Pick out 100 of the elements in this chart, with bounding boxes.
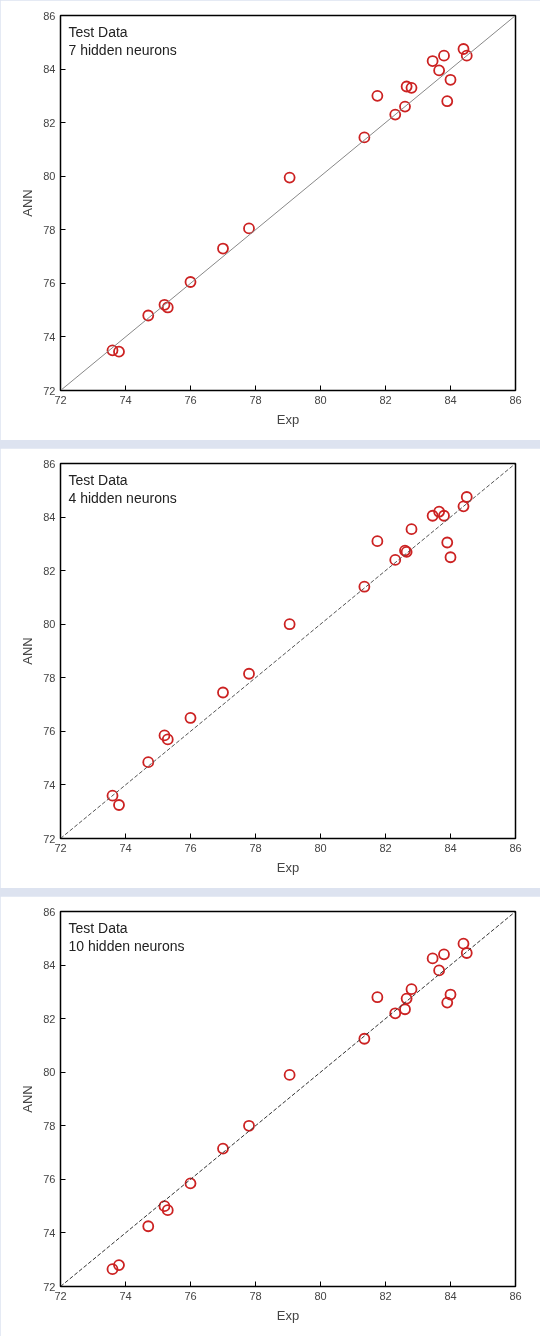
x-tick-label: 82 (379, 393, 392, 406)
y-tick-label: 72 (43, 384, 56, 397)
point (142, 1220, 155, 1233)
point (158, 1200, 171, 1213)
point (405, 983, 418, 996)
point (283, 1069, 296, 1081)
x-tick-label: 72 (54, 393, 67, 406)
point (184, 712, 197, 724)
point (243, 1119, 255, 1132)
y-tick-label: 82 (43, 116, 56, 129)
y-tick-label: 78 (43, 223, 56, 236)
x-tick-label: 74 (119, 841, 132, 854)
y-tick-label: 86 (43, 905, 56, 918)
point (460, 491, 473, 503)
point (142, 309, 155, 322)
point (426, 952, 439, 965)
y-tick-label: 84 (43, 959, 56, 972)
x-tick-label: 76 (184, 841, 197, 854)
point (371, 89, 384, 102)
annotation: 7 hidden neurons (68, 41, 177, 58)
point (217, 1142, 229, 1155)
point (441, 996, 454, 1009)
point (283, 171, 296, 184)
point (438, 948, 450, 961)
point (400, 80, 413, 93)
annotation: Test Data (68, 23, 128, 40)
x-tick-label: 76 (184, 1289, 197, 1302)
x-tick-label: 80 (314, 393, 327, 406)
annotation: 4 hidden neurons (68, 489, 177, 506)
y-axis-title: ANN (20, 637, 36, 665)
y-tick-label: 76 (43, 277, 56, 290)
point (399, 1003, 411, 1016)
y-tick-label: 86 (43, 9, 56, 22)
y-axis-title: ANN (20, 1085, 36, 1113)
y-tick-label: 76 (43, 725, 56, 738)
point (113, 1259, 125, 1271)
y-tick-label: 72 (43, 832, 56, 845)
point (433, 505, 446, 518)
y-tick-label: 74 (43, 1226, 56, 1239)
point (457, 937, 470, 950)
point (358, 1032, 371, 1045)
point (444, 551, 457, 564)
point (217, 686, 229, 699)
annotation: Test Data (68, 471, 128, 488)
point (161, 733, 174, 746)
point (142, 756, 155, 769)
point (457, 500, 470, 513)
point (184, 276, 197, 288)
x-tick-label: 80 (314, 1289, 327, 1302)
x-tick-label: 84 (444, 393, 457, 406)
point (460, 49, 473, 62)
point (389, 1007, 402, 1020)
point (389, 554, 402, 566)
x-tick-label: 84 (444, 1289, 457, 1302)
point (106, 1263, 119, 1275)
point (358, 131, 371, 144)
x-tick-label: 84 (444, 841, 457, 854)
point (371, 535, 384, 548)
x-tick-label: 72 (54, 841, 67, 854)
point (283, 618, 296, 631)
point (161, 1204, 174, 1217)
point (405, 81, 418, 94)
point (243, 222, 255, 235)
y-tick-label: 76 (43, 1173, 56, 1186)
point (433, 964, 446, 977)
point (371, 991, 384, 1004)
point (441, 536, 454, 549)
y-tick-label: 82 (43, 1012, 56, 1025)
x-tick-label: 74 (119, 1289, 132, 1302)
y-tick-label: 84 (43, 63, 56, 76)
y-tick-label: 78 (43, 671, 56, 684)
x-tick-label: 74 (119, 393, 132, 406)
point (438, 49, 450, 62)
point (113, 345, 125, 358)
point (426, 55, 439, 67)
x-tick-label: 82 (379, 1289, 392, 1302)
point (184, 1177, 197, 1190)
point (441, 95, 454, 108)
y-tick-label: 72 (43, 1280, 56, 1293)
point (433, 64, 446, 77)
y-tick-label: 82 (43, 564, 56, 577)
point (426, 509, 439, 522)
point (444, 988, 457, 1001)
x-tick-label: 72 (54, 1289, 67, 1302)
y-tick-label: 86 (43, 457, 56, 470)
y-tick-label: 80 (43, 170, 56, 183)
y-tick-label: 74 (43, 330, 56, 343)
annotation: Test Data (68, 919, 128, 936)
x-axis-title: Exp (276, 1307, 300, 1323)
point (243, 667, 255, 680)
x-tick-label: 80 (314, 841, 327, 854)
x-axis-title: Exp (276, 411, 300, 427)
y-tick-label: 78 (43, 1119, 56, 1132)
point (113, 799, 125, 811)
point (400, 992, 413, 1005)
point (457, 43, 470, 55)
point (358, 580, 371, 593)
x-tick-label: 86 (509, 393, 522, 406)
point (438, 509, 450, 522)
y-tick-label: 80 (43, 1066, 56, 1079)
